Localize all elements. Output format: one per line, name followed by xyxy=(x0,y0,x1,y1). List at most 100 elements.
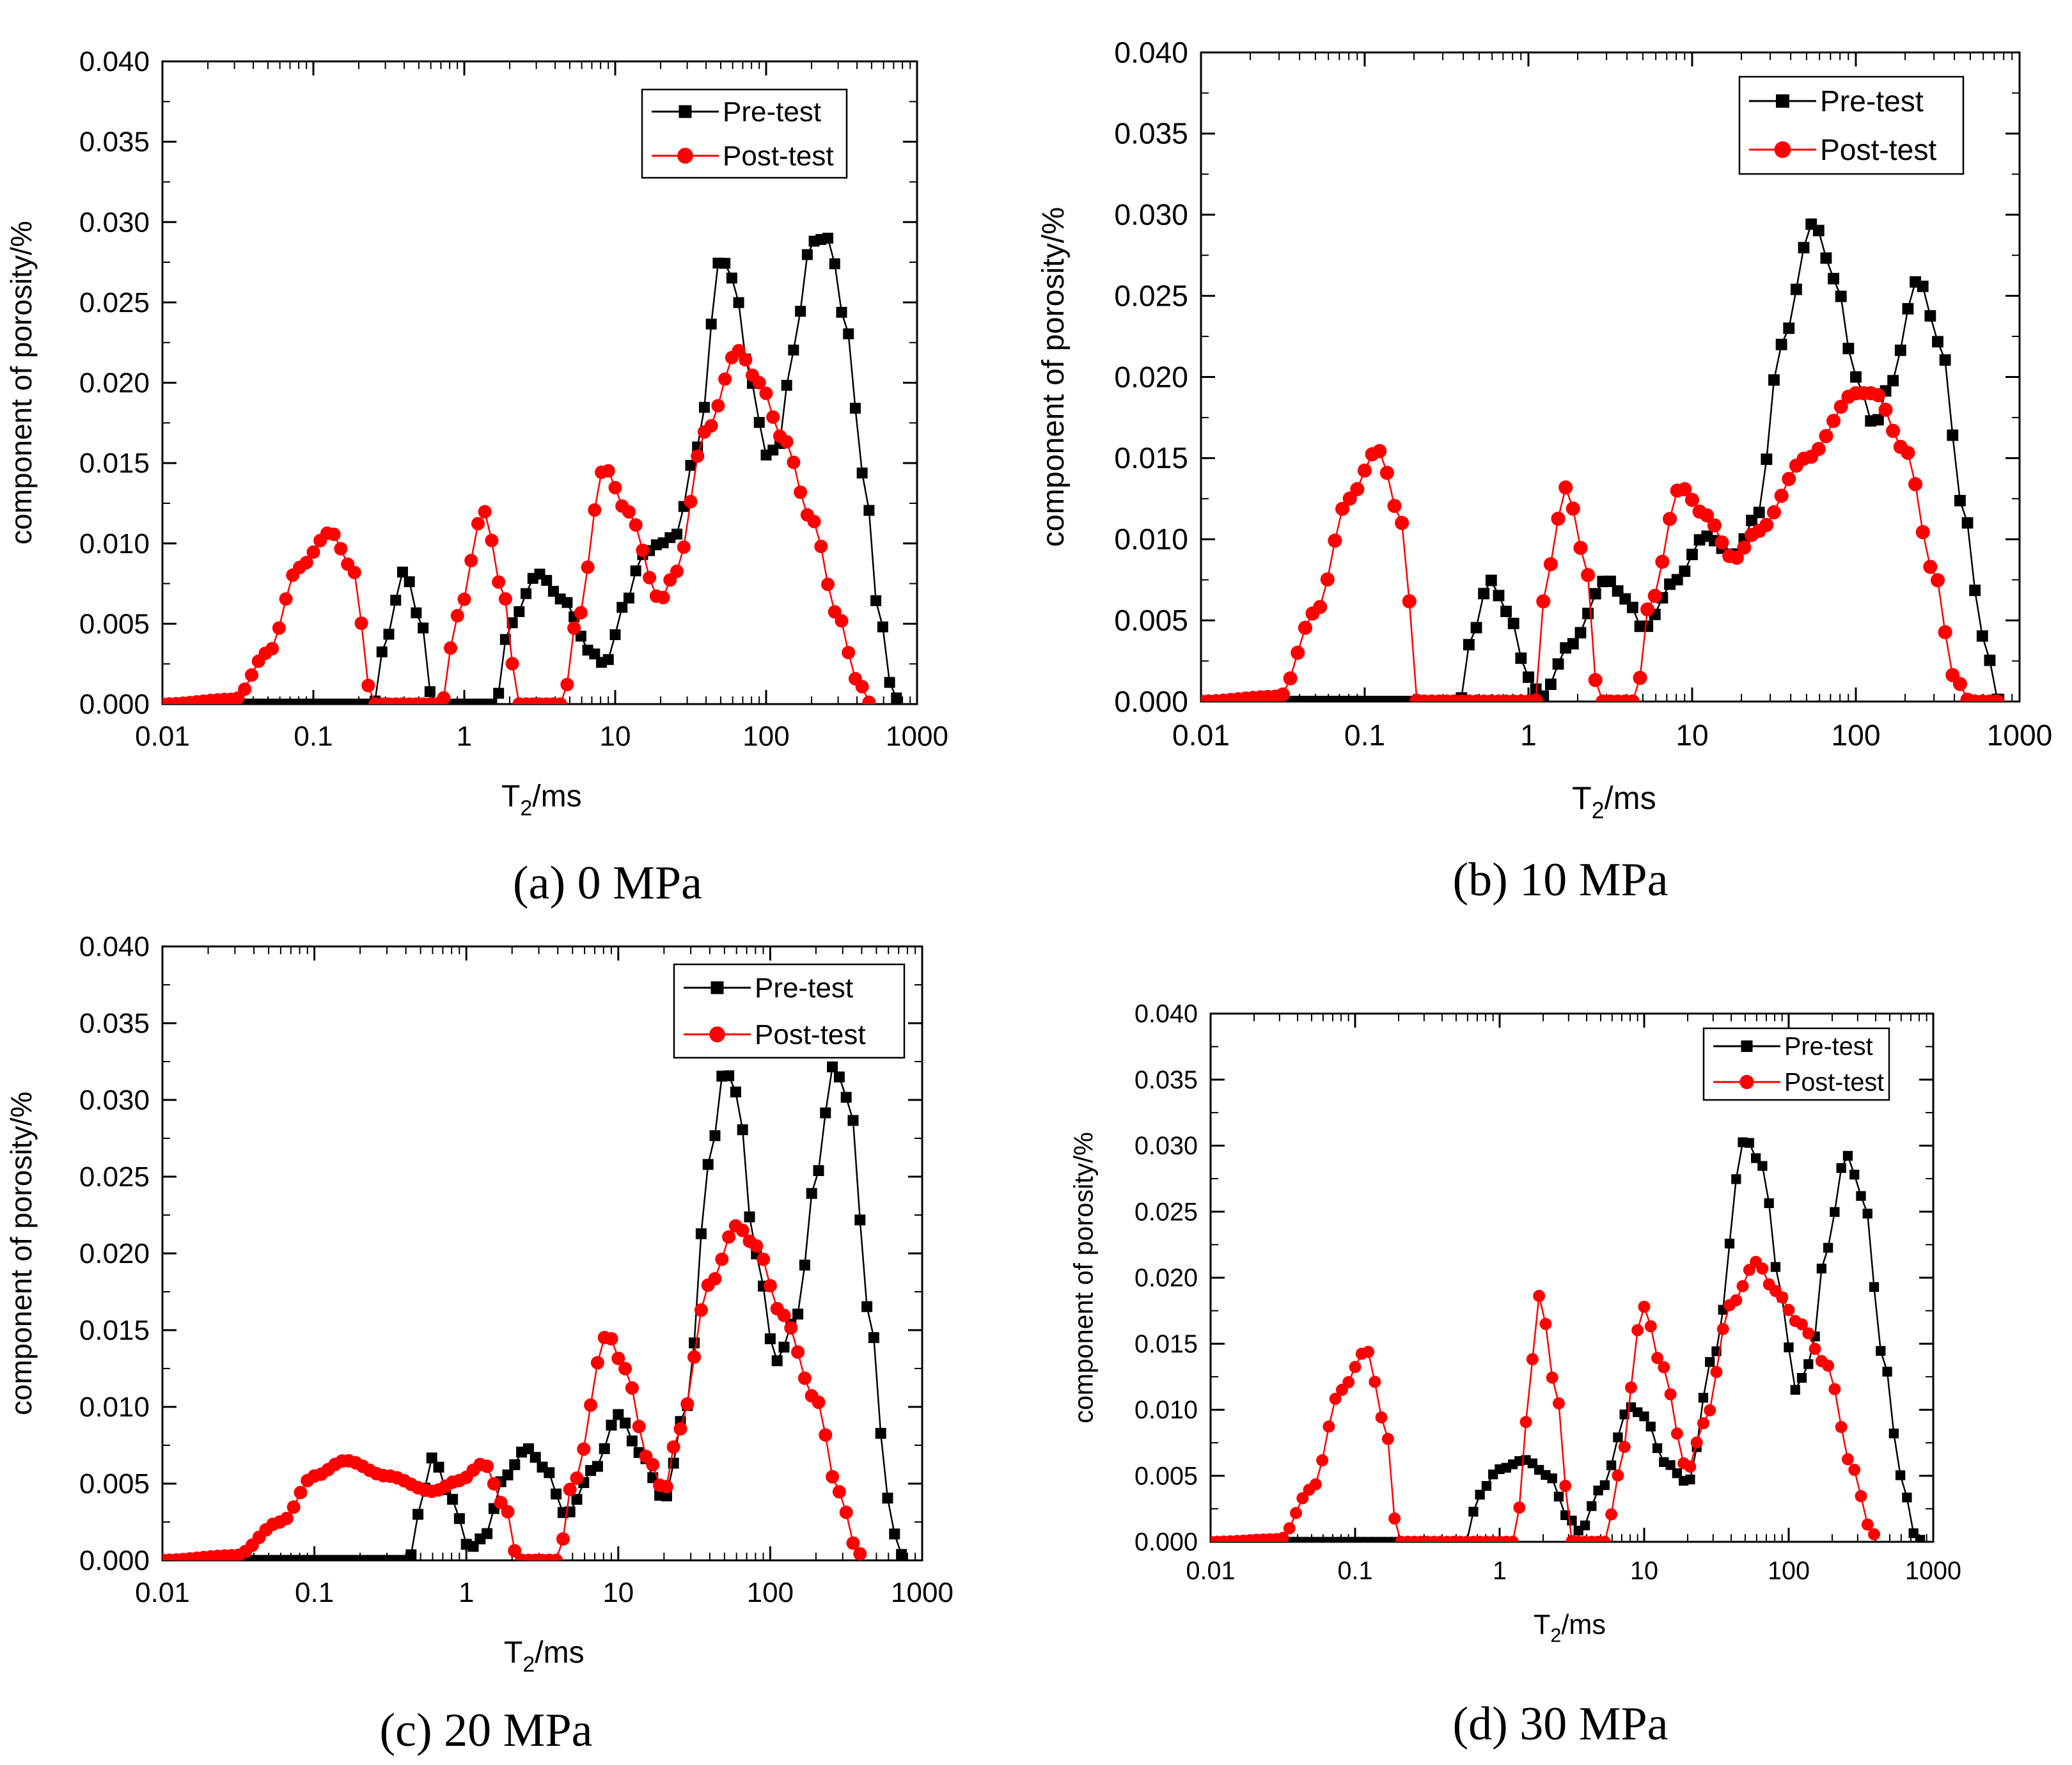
x-tick-label: 0.1 xyxy=(295,1577,334,1608)
data-point-pre xyxy=(378,1555,389,1560)
data-point-post xyxy=(853,1547,867,1560)
data-point-pre xyxy=(1842,343,1855,354)
data-point-post xyxy=(1670,1427,1683,1440)
data-point-pre xyxy=(1947,429,1959,441)
data-point-post xyxy=(498,592,512,606)
data-point-post xyxy=(590,1356,604,1370)
data-point-post xyxy=(1546,1371,1558,1384)
data-point-post xyxy=(757,1252,771,1266)
data-point-post xyxy=(842,645,856,659)
y-tick-label: 0.030 xyxy=(1134,1132,1198,1160)
data-point-post xyxy=(1743,1264,1755,1276)
y-tick-label: 0.040 xyxy=(79,46,150,77)
data-point-pre xyxy=(1665,1460,1676,1470)
x-tick-label: 1 xyxy=(457,721,472,752)
data-point-post xyxy=(553,697,567,704)
data-point-pre xyxy=(896,1549,907,1560)
data-point-pre xyxy=(541,575,553,586)
legend-box xyxy=(641,88,848,179)
data-point-post xyxy=(835,614,849,628)
data-point-pre xyxy=(1961,517,1974,529)
data-point-pre xyxy=(781,380,792,391)
data-point-post xyxy=(1350,482,1365,496)
data-point-pre xyxy=(602,654,614,665)
x-tick-label: 0.01 xyxy=(1172,718,1230,751)
data-point-pre xyxy=(854,1214,866,1226)
legend-marker-post xyxy=(709,1026,725,1042)
data-point-post xyxy=(1309,1478,1322,1491)
data-point-post xyxy=(759,386,773,400)
data-point-pre xyxy=(792,1308,804,1320)
data-point-pre xyxy=(302,1555,313,1560)
data-point-pre xyxy=(1337,696,1349,702)
data-point-pre xyxy=(685,460,696,471)
data-point-pre xyxy=(308,698,319,704)
data-point-pre xyxy=(861,1301,873,1312)
data-point-post xyxy=(1776,1291,1789,1304)
data-point-pre xyxy=(801,249,813,260)
data-point-pre xyxy=(1744,1138,1755,1148)
data-point-pre xyxy=(1685,1474,1695,1485)
data-point-pre xyxy=(1842,1150,1853,1161)
legend-box xyxy=(1738,75,1965,175)
x-axis-label: T2/ms xyxy=(501,780,582,820)
x-tick-label: 0.01 xyxy=(1186,1557,1235,1585)
data-point-pre xyxy=(1626,601,1638,613)
data-point-pre xyxy=(301,698,312,704)
data-point-pre xyxy=(486,698,498,704)
legend-box xyxy=(673,963,906,1059)
data-point-pre xyxy=(1672,1468,1683,1479)
data-point-post xyxy=(1766,505,1782,520)
x-tick-label: 10 xyxy=(600,721,631,752)
data-point-post xyxy=(1716,1322,1729,1335)
y-tick-label: 0.010 xyxy=(79,528,150,560)
data-point-post xyxy=(750,1239,764,1253)
data-point-pre xyxy=(1284,1537,1294,1542)
data-point-post xyxy=(1573,540,1588,555)
data-point-pre xyxy=(891,692,902,703)
data-point-pre xyxy=(1915,1535,1926,1542)
data-point-pre xyxy=(1567,638,1579,650)
series-post xyxy=(1211,1255,1881,1542)
data-point-post xyxy=(1375,1411,1388,1424)
legend-label-post: Post-test xyxy=(1820,133,1936,166)
data-point-post xyxy=(1886,423,1901,438)
y-tick-label: 0.040 xyxy=(1114,36,1188,69)
legend-label-pre: Pre-test xyxy=(1784,1033,1873,1061)
data-point-post xyxy=(1296,1492,1309,1505)
data-point-post xyxy=(1729,551,1744,565)
y-tick-label: 0.035 xyxy=(79,1008,150,1039)
data-point-pre xyxy=(1882,1367,1892,1377)
y-axis-label: component of porosity/% xyxy=(1069,1132,1099,1424)
y-axis-label: component of porosity/% xyxy=(4,221,38,544)
data-point-post xyxy=(839,1505,853,1519)
data-point-pre xyxy=(723,1070,735,1081)
x-tick-label: 100 xyxy=(1768,1557,1810,1585)
data-point-pre xyxy=(1381,696,1393,702)
data-point-pre xyxy=(1924,310,1936,322)
data-point-pre xyxy=(1803,1359,1814,1369)
data-point-pre xyxy=(822,232,834,244)
data-point-pre xyxy=(764,1333,776,1345)
data-point-post xyxy=(306,545,320,559)
data-point-pre xyxy=(466,698,477,704)
x-tick-label: 0.01 xyxy=(135,1577,190,1608)
data-point-pre xyxy=(502,1469,514,1480)
data-point-pre xyxy=(1731,1174,1741,1184)
x-axis-label-sub: 2 xyxy=(522,1652,535,1677)
data-point-post xyxy=(567,621,581,635)
data-point-pre xyxy=(1887,375,1899,387)
data-point-pre xyxy=(412,1509,424,1520)
data-point-pre xyxy=(1698,1393,1709,1403)
data-point-post xyxy=(1533,1290,1546,1303)
data-point-pre xyxy=(1876,1345,1886,1356)
legend-label-post: Post-test xyxy=(1784,1069,1884,1097)
data-point-pre xyxy=(1784,1342,1794,1353)
data-point-post xyxy=(618,1361,632,1376)
data-point-pre xyxy=(1770,1262,1781,1272)
data-point-post xyxy=(1938,625,1952,639)
x-axis-label-main: T xyxy=(1534,1610,1550,1640)
data-point-pre xyxy=(453,1513,465,1525)
data-point-pre xyxy=(840,1092,852,1103)
data-point-post xyxy=(687,1350,702,1364)
